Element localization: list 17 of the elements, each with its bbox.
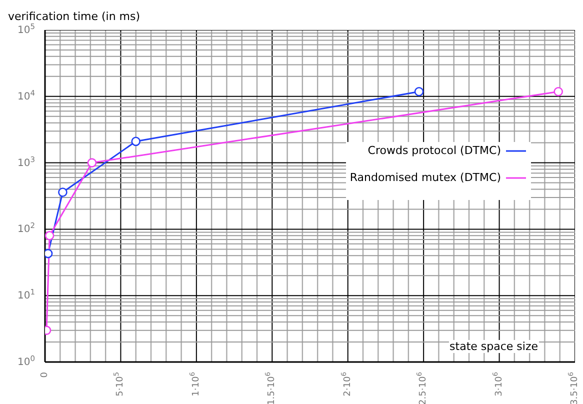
y-tick-label: 10$^{2}$ bbox=[17, 220, 36, 236]
point bbox=[131, 136, 141, 146]
y-tick-label: 10$^{1}$ bbox=[17, 287, 36, 302]
legend-label: Randomised mutex (DTMC) bbox=[350, 171, 501, 184]
y-tick-label: 10$^{4}$ bbox=[17, 88, 36, 102]
point bbox=[414, 86, 424, 96]
point bbox=[554, 86, 563, 96]
point bbox=[45, 230, 54, 240]
point bbox=[87, 158, 97, 168]
y-tick-label: 10$^{5}$ bbox=[17, 22, 36, 36]
point bbox=[58, 188, 68, 197]
legend-label: Crowds protocol (DTMC) bbox=[368, 144, 501, 157]
x-axis-title: state space size bbox=[448, 340, 539, 353]
y-tick-label: 10$^{3}$ bbox=[17, 154, 36, 169]
y-axis-title: verification time (in ms) bbox=[8, 10, 140, 23]
x-tick-label: 0 bbox=[40, 372, 50, 378]
y-tick-label: 10$^{0}$ bbox=[17, 354, 36, 368]
